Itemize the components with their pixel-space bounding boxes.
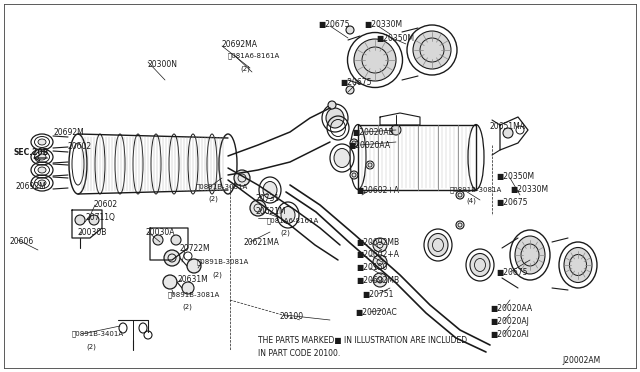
Circle shape: [373, 255, 387, 269]
Ellipse shape: [515, 236, 545, 274]
Text: 20030A: 20030A: [145, 228, 175, 237]
Circle shape: [250, 200, 266, 216]
Text: Ⓑ081A6-8161A: Ⓑ081A6-8161A: [267, 217, 319, 224]
Circle shape: [182, 282, 194, 294]
Text: THE PARTS MARKED■ IN ILLUSTRATION ARE INCLUDED: THE PARTS MARKED■ IN ILLUSTRATION ARE IN…: [258, 336, 467, 345]
Text: ■20751: ■20751: [362, 290, 394, 299]
Ellipse shape: [263, 182, 277, 199]
Text: ■20675: ■20675: [340, 78, 371, 87]
Text: ■20350M: ■20350M: [376, 34, 414, 43]
Text: (4): (4): [466, 198, 476, 205]
Text: ■20330M: ■20330M: [364, 20, 402, 29]
Text: 20651MA: 20651MA: [490, 122, 526, 131]
Text: ■20675: ■20675: [318, 20, 349, 29]
Text: ■20020AI: ■20020AI: [490, 330, 529, 339]
Text: 20731: 20731: [255, 194, 279, 203]
Text: 20602: 20602: [93, 200, 117, 209]
Ellipse shape: [470, 253, 490, 276]
Text: ■20602+A: ■20602+A: [356, 250, 399, 259]
Text: (2): (2): [212, 271, 222, 278]
Text: ■20020AA: ■20020AA: [348, 141, 390, 150]
Circle shape: [75, 215, 85, 225]
Text: 20631M: 20631M: [178, 275, 209, 284]
Text: ⓝ0891B-3401A: ⓝ0891B-3401A: [72, 330, 124, 337]
Text: ■20602+A: ■20602+A: [356, 186, 399, 195]
Circle shape: [373, 238, 387, 252]
Ellipse shape: [413, 31, 451, 69]
Text: 20692MA: 20692MA: [222, 40, 258, 49]
Ellipse shape: [564, 247, 592, 282]
Text: (2): (2): [86, 343, 96, 350]
Text: 20621M: 20621M: [255, 207, 285, 216]
Text: Ⓑ081A6-8161A: Ⓑ081A6-8161A: [228, 52, 280, 59]
Circle shape: [456, 221, 464, 229]
Text: ■20692MB: ■20692MB: [356, 276, 399, 285]
Circle shape: [153, 235, 163, 245]
Text: ■20692MB: ■20692MB: [356, 238, 399, 247]
Circle shape: [346, 26, 354, 34]
Text: (2): (2): [182, 303, 192, 310]
Circle shape: [350, 171, 358, 179]
Ellipse shape: [281, 206, 295, 224]
Text: 20602: 20602: [68, 142, 92, 151]
Circle shape: [171, 235, 181, 245]
Ellipse shape: [334, 148, 350, 167]
Text: ■20020AC: ■20020AC: [355, 308, 397, 317]
Circle shape: [366, 161, 374, 169]
Text: ■20150: ■20150: [356, 263, 387, 272]
Text: 20606: 20606: [10, 237, 35, 246]
Text: ■20350M: ■20350M: [496, 172, 534, 181]
Text: (2): (2): [280, 229, 290, 235]
Text: ⓝ0891B-3081A: ⓝ0891B-3081A: [168, 291, 220, 298]
Circle shape: [391, 125, 401, 135]
Text: 20692M: 20692M: [54, 128, 84, 137]
Text: ■20020AA: ■20020AA: [490, 304, 532, 313]
Text: ■20020AB: ■20020AB: [352, 128, 394, 137]
Text: 20621MA: 20621MA: [244, 238, 280, 247]
Circle shape: [346, 86, 354, 94]
Text: 20030B: 20030B: [78, 228, 108, 237]
Circle shape: [164, 250, 180, 266]
Ellipse shape: [38, 167, 46, 173]
Circle shape: [350, 139, 358, 147]
Ellipse shape: [428, 234, 448, 257]
Text: ⓝ0891B-3081A: ⓝ0891B-3081A: [450, 186, 502, 193]
Circle shape: [89, 215, 99, 225]
Circle shape: [163, 275, 177, 289]
Text: SEC.20B: SEC.20B: [14, 148, 49, 157]
Text: 20722M: 20722M: [180, 244, 211, 253]
Text: (2): (2): [208, 196, 218, 202]
Text: IN PART CODE 20100.: IN PART CODE 20100.: [258, 349, 340, 358]
Ellipse shape: [354, 39, 396, 81]
Text: ■20675: ■20675: [496, 268, 527, 277]
Text: 20100: 20100: [280, 312, 304, 321]
Text: ■20020AJ: ■20020AJ: [490, 317, 529, 326]
Text: ⓝ0891B-3081A: ⓝ0891B-3081A: [196, 183, 248, 190]
Text: ⓝ0891B-3081A: ⓝ0891B-3081A: [197, 258, 249, 264]
Circle shape: [373, 273, 387, 287]
Text: J20002AM: J20002AM: [562, 356, 600, 365]
Circle shape: [328, 101, 336, 109]
Text: ■20675: ■20675: [496, 198, 527, 207]
Text: (2): (2): [240, 65, 250, 71]
Circle shape: [234, 170, 250, 186]
Ellipse shape: [326, 108, 344, 128]
Text: 20300N: 20300N: [148, 60, 178, 69]
Ellipse shape: [38, 154, 46, 160]
Circle shape: [187, 259, 201, 273]
Circle shape: [503, 128, 513, 138]
Ellipse shape: [38, 139, 46, 145]
Ellipse shape: [38, 180, 46, 186]
Text: 20711Q: 20711Q: [85, 213, 115, 222]
Text: 20692M: 20692M: [15, 182, 45, 191]
Circle shape: [456, 191, 464, 199]
Text: ■20330M: ■20330M: [510, 185, 548, 194]
